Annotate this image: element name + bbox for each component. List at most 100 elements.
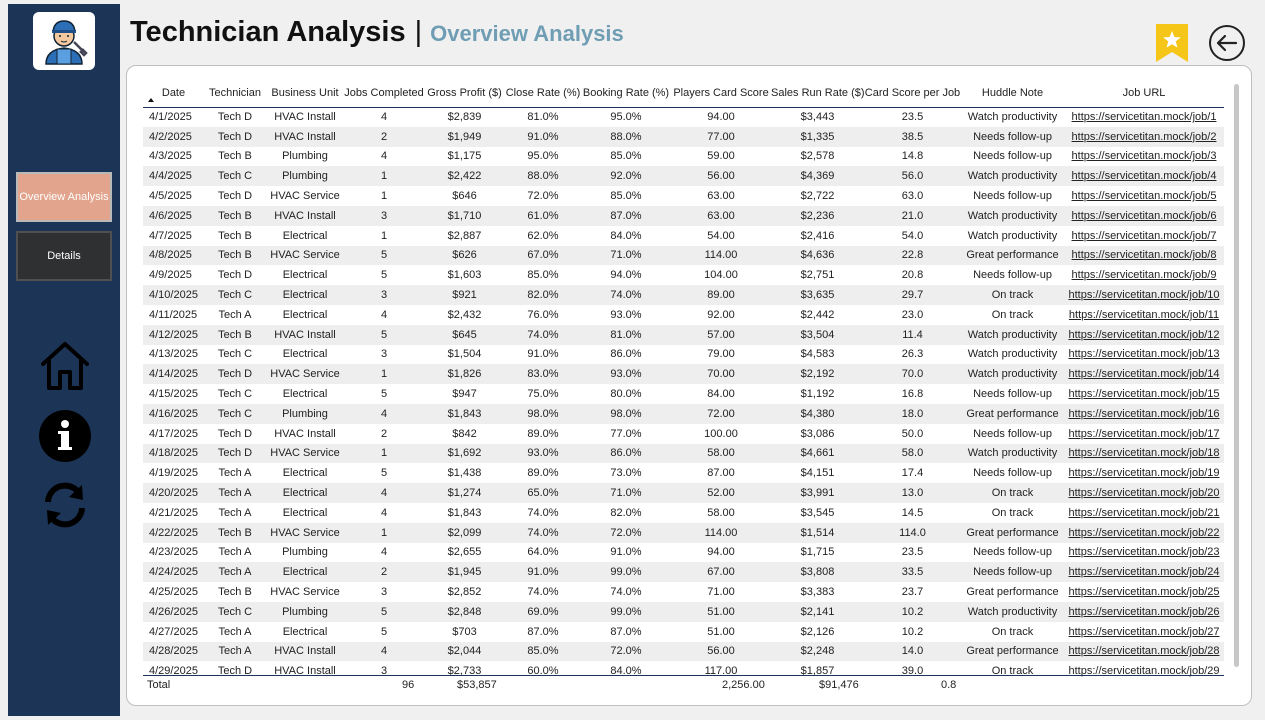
job-url-link[interactable]: https://servicetitan.mock/job/23 [1068,546,1220,559]
table-cell: On track [991,625,1034,638]
table-row: 4/27/2025 Tech A Electrical 5 $703 87.0% 87.0%… [143,622,1224,642]
table-cell: Tech B [218,586,252,599]
table-cell: 81.0% [527,111,559,124]
column-header[interactable]: Technician [204,80,266,108]
table-cell: 4/25/2025 [149,586,198,599]
job-url-link[interactable]: https://servicetitan.mock/job/7 [1071,229,1217,242]
job-url-link[interactable]: https://servicetitan.mock/job/3 [1071,150,1217,163]
nav-overview-analysis[interactable]: Overview Analysis [16,172,112,222]
table-cell: 87.0% [610,625,642,638]
table-cell: 74.0% [505,324,581,345]
table-cell: 1 [380,229,388,242]
job-url-link[interactable]: https://servicetitan.mock/job/19 [1068,467,1220,480]
job-url-link[interactable]: https://servicetitan.mock/job/27 [1068,625,1220,638]
column-header[interactable]: Players Card Score [671,80,771,108]
table-cell: Plumbing [282,546,328,559]
table-cell: Needs follow-up [973,150,1052,163]
table-cell: 4/14/2025 [143,364,204,385]
info-icon[interactable] [38,409,92,463]
job-url-link[interactable]: https://servicetitan.mock/job/1 [1071,111,1217,124]
job-url-link[interactable]: https://servicetitan.mock/job/9 [1071,269,1217,282]
table-cell: 39.0 [901,665,924,678]
table-cell: Tech B [204,522,266,543]
home-icon[interactable] [38,338,92,392]
table-cell: 4 [380,506,388,519]
job-url-link[interactable]: https://servicetitan.mock/job/12 [1064,324,1224,345]
job-url-link[interactable]: https://servicetitan.mock/job/26 [1064,601,1224,622]
table-cell: $3,086 [800,427,835,440]
job-url-link[interactable]: https://servicetitan.mock/job/24 [1064,562,1224,583]
job-url-link[interactable]: https://servicetitan.mock/job/22 [1064,522,1224,543]
column-header[interactable]: Job URL [1064,80,1224,108]
sort-ascending-icon[interactable] [148,98,154,102]
table-cell: $4,661 [771,443,864,464]
job-url-link[interactable]: https://servicetitan.mock/job/14 [1064,364,1224,385]
table-cell: 87.00 [707,467,735,480]
table-cell: 74.0% [610,586,642,599]
job-url-link[interactable]: https://servicetitan.mock/job/21 [1068,506,1220,519]
table-cell: Watch productivity [967,229,1058,242]
page-subtitle: Overview Analysis [430,21,624,46]
table-cell: 88.0% [581,126,671,147]
column-header[interactable]: Business Unit [266,80,344,108]
table-cell: 56.00 [671,166,771,187]
table-cell: $2,248 [771,641,864,662]
column-header[interactable]: Close Rate (%) [505,80,581,108]
job-url-link[interactable]: https://servicetitan.mock/job/18 [1064,443,1224,464]
job-url-link[interactable]: https://servicetitan.mock/job/8 [1064,245,1224,266]
table-cell: 4 [380,150,388,163]
table-cell: $1,192 [800,388,835,401]
table-cell: 18.0 [864,403,961,424]
table-cell: Watch productivity [961,443,1064,464]
job-url-link[interactable]: https://servicetitan.mock/job/15 [1068,388,1220,401]
refresh-icon[interactable] [38,478,92,532]
column-header[interactable]: Date [143,80,204,108]
table-cell: 4/13/2025 [149,348,198,361]
table-row: 4/3/2025 Tech B Plumbing 4 $1,175 95.0% 85.0% 5… [143,147,1224,167]
column-header[interactable]: Huddle Note [961,80,1064,108]
table-cell: $4,636 [771,245,864,266]
job-url-link[interactable]: https://servicetitan.mock/job/16 [1064,403,1224,424]
column-header[interactable]: Jobs Completed [344,80,424,108]
table-cell: 86.0% [610,348,642,361]
table-header-row: Date Technician Business Unit Jobs Complete… [143,80,1224,108]
job-url-link[interactable]: https://servicetitan.mock/job/17 [1068,427,1220,440]
job-url-link[interactable]: https://servicetitan.mock/job/2 [1064,126,1224,147]
table-cell: 77.0% [610,427,642,440]
table-cell: Watch productivity [961,324,1064,345]
nav-details[interactable]: Details [16,231,112,281]
job-url-link[interactable]: https://servicetitan.mock/job/6 [1064,205,1224,226]
job-url-link[interactable]: https://servicetitan.mock/job/29 [1068,665,1220,678]
bookmark-icon[interactable] [1156,24,1188,62]
column-header[interactable]: Booking Rate (%) [581,80,671,108]
job-url-link[interactable]: https://servicetitan.mock/job/4 [1064,166,1224,187]
table-cell: HVAC Service [270,586,340,599]
job-url-link[interactable]: https://servicetitan.mock/job/20 [1064,483,1224,503]
job-url-link[interactable]: https://servicetitan.mock/job/11 [1068,308,1220,321]
table-cell: 5 [380,269,388,282]
table-cell: 77.00 [671,126,771,147]
column-header[interactable]: Gross Profit ($) [424,80,505,108]
table-cell: Needs follow-up [961,562,1064,583]
table-cell: Watch productivity [961,205,1064,226]
back-arrow-icon[interactable] [1208,24,1246,62]
table-cell: 1 [380,190,388,203]
table-cell: Electrical [282,625,328,638]
job-url-link[interactable]: https://servicetitan.mock/job/28 [1064,641,1224,662]
table-cell: $2,126 [800,625,835,638]
table-cell: $1,175 [447,150,482,163]
job-url-link[interactable]: https://servicetitan.mock/job/5 [1071,190,1217,203]
nav-details-label: Details [47,250,81,262]
job-url-link[interactable]: https://servicetitan.mock/job/13 [1068,348,1220,361]
job-url-link[interactable]: https://servicetitan.mock/job/25 [1068,586,1220,599]
column-header[interactable]: Card Score per Job [864,80,961,108]
column-header[interactable]: Sales Run Rate ($) [771,80,864,108]
table-cell: Tech B [204,324,266,345]
table-cell: $626 [424,245,505,266]
table-row: 4/29/2025 Tech D HVAC Install 3 $2,733 60.0% 8… [143,661,1224,681]
vertical-scrollbar[interactable] [1234,84,1239,667]
table-cell: HVAC Install [266,205,344,226]
job-url-link[interactable]: https://servicetitan.mock/job/10 [1064,285,1224,305]
table-cell: 75.0% [527,388,559,401]
table-row: 4/14/2025 Tech D HVAC Service 1 $1,826 83.0% 9… [143,364,1224,385]
